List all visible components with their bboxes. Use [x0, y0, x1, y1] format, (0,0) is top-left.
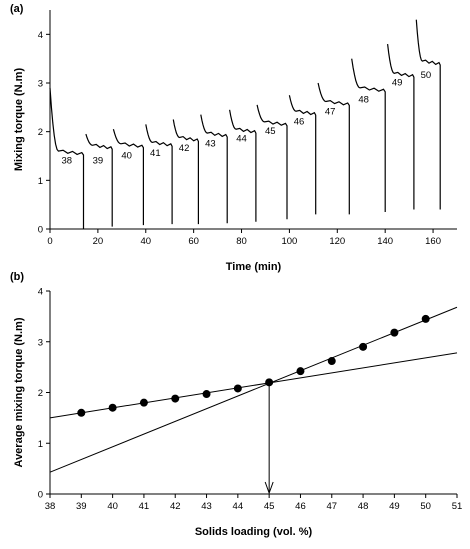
segment-label: 42 [179, 143, 190, 154]
data-point [171, 394, 180, 403]
data-point [327, 357, 336, 366]
torque-trace-segment [145, 124, 173, 225]
panel-a-x-tick-label: 40 [140, 236, 151, 247]
panel-a-y-tick-label: 3 [38, 79, 43, 90]
data-point [108, 403, 117, 412]
panel-b-label: (b) [10, 271, 24, 283]
panel-a-y-axis-title: Mixing torque (N.m) [13, 68, 25, 172]
torque-trace-segment [229, 109, 257, 222]
panel-a-x-tick-label: 160 [425, 236, 441, 247]
panel-b-x-tick-label: 41 [139, 501, 150, 512]
torque-trace-segment [85, 133, 113, 227]
panel-b-y-tick-label: 0 [38, 490, 43, 501]
panel-b-x-tick-label: 42 [170, 501, 181, 512]
torque-trace-segment [387, 44, 415, 210]
panel-b-x-tick-label: 45 [264, 501, 275, 512]
torque-trace-segment [112, 129, 144, 226]
panel-b-y-tick-label: 3 [38, 337, 43, 348]
panel-a-x-tick-label: 60 [188, 236, 199, 247]
panel-a-y-tick-label: 0 [38, 225, 43, 236]
panel-b-x-tick-label: 48 [358, 501, 369, 512]
data-point [390, 328, 399, 337]
fit-line [49, 352, 458, 419]
data-point [296, 367, 305, 376]
torque-trace-segment [288, 95, 317, 215]
panel-b-x-axis-title: Solids loading (vol. %) [195, 526, 313, 538]
panel-a-x-tick-label: 20 [93, 236, 104, 247]
panel-a-x-tick-label: 0 [47, 236, 52, 247]
data-point [421, 314, 430, 323]
segment-label: 45 [265, 126, 276, 137]
segment-label: 41 [150, 148, 161, 159]
segment-label: 47 [325, 107, 336, 118]
data-point [139, 398, 148, 407]
panel-a-x-tick-label: 80 [236, 236, 247, 247]
torque-trace-segment [49, 87, 85, 229]
torque-trace-segment [317, 82, 350, 215]
panel-a-x-axis-title: Time (min) [226, 261, 282, 273]
data-point [202, 390, 211, 399]
panel-b-x-tick-label: 44 [233, 501, 244, 512]
panel-a-y-tick-label: 4 [38, 30, 43, 41]
data-point [77, 408, 86, 417]
panel-b-x-tick-label: 51 [452, 501, 463, 512]
torque-trace-segment [415, 19, 441, 210]
panel-b-y-tick-label: 4 [38, 287, 43, 298]
segment-label: 46 [294, 116, 305, 127]
panel-a-x-tick-label: 100 [281, 236, 297, 247]
panel-b-y-tick-label: 2 [38, 388, 43, 399]
segment-label: 38 [61, 155, 72, 166]
data-point [265, 378, 274, 387]
panel-b-x-tick-label: 50 [420, 501, 431, 512]
panel-b-x-tick-label: 40 [107, 501, 118, 512]
segment-label: 50 [421, 70, 432, 81]
panel-b-x-tick-label: 46 [295, 501, 306, 512]
segment-label: 39 [93, 155, 104, 166]
panel-b-x-tick-label: 47 [326, 501, 337, 512]
segment-label: 43 [205, 138, 216, 149]
data-point [233, 384, 242, 393]
torque-trace-segment [256, 104, 288, 220]
panel-a-x-tick-label: 140 [377, 236, 393, 247]
panel-b-x-tick-label: 43 [201, 501, 212, 512]
panel-b-y-axis-title: Average mixing torque (N.m) [13, 317, 25, 467]
segment-label: 40 [121, 150, 132, 161]
segment-label: 44 [236, 133, 247, 144]
torque-trace-segment [351, 58, 386, 212]
panel-b-y-tick-label: 1 [38, 439, 43, 450]
data-point [359, 342, 368, 351]
panel-b-x-tick-label: 39 [76, 501, 87, 512]
panel-b-x-tick-label: 49 [389, 501, 400, 512]
torque-trace-segment [172, 119, 199, 225]
panel-a-y-tick-label: 2 [38, 127, 43, 138]
panel-a-y-tick-label: 1 [38, 176, 43, 187]
panel-a-label: (a) [10, 3, 24, 15]
panel-b-x-tick-label: 38 [45, 501, 56, 512]
segment-label: 48 [358, 94, 369, 105]
fit-line [49, 306, 458, 473]
segment-label: 49 [392, 77, 403, 88]
arrow-head [264, 481, 274, 495]
torque-trace-segment [200, 114, 228, 224]
panel-a-x-tick-label: 120 [329, 236, 345, 247]
